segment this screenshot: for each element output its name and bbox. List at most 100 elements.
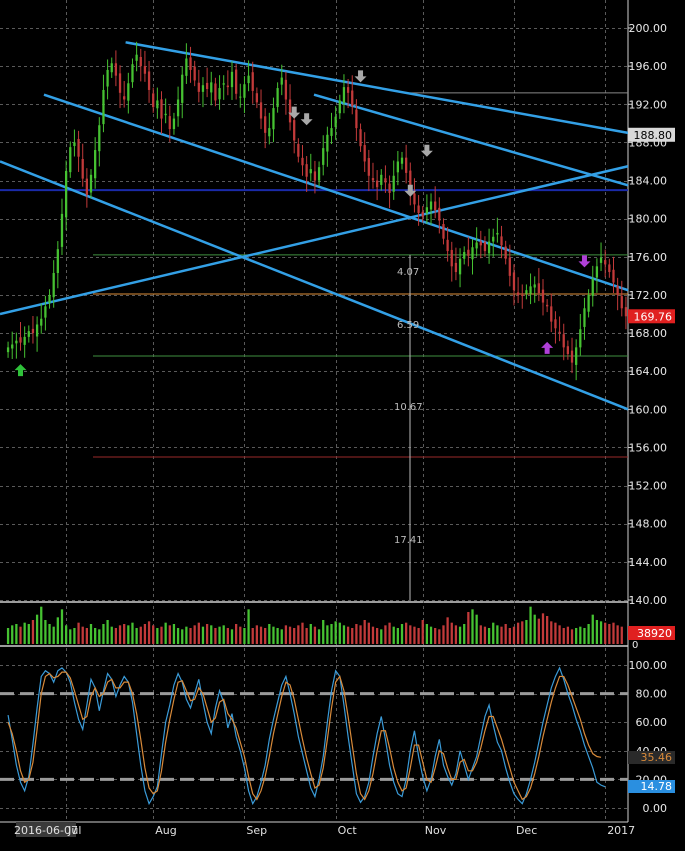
- volume-bar[interactable]: [446, 617, 449, 644]
- candle-body[interactable]: [317, 167, 321, 181]
- candle-body[interactable]: [31, 328, 35, 334]
- candle-body[interactable]: [421, 211, 424, 217]
- candle-body[interactable]: [181, 74, 184, 103]
- candle-body[interactable]: [85, 178, 89, 195]
- volume-bar[interactable]: [205, 624, 209, 644]
- volume-bar[interactable]: [587, 624, 590, 644]
- volume-bar[interactable]: [409, 625, 412, 644]
- candle-body[interactable]: [521, 294, 524, 296]
- volume-bar[interactable]: [322, 620, 325, 644]
- volume-bar[interactable]: [168, 625, 171, 644]
- volume-bar[interactable]: [27, 624, 30, 644]
- candle-body[interactable]: [189, 57, 192, 70]
- candle-body[interactable]: [388, 183, 391, 193]
- volume-bar[interactable]: [608, 624, 611, 644]
- volume-bar[interactable]: [579, 626, 582, 644]
- volume-bar[interactable]: [31, 620, 35, 644]
- candle-body[interactable]: [15, 340, 18, 344]
- candle-body[interactable]: [322, 148, 325, 165]
- candle-body[interactable]: [487, 241, 491, 254]
- sell-signal-marker[interactable]: [578, 255, 591, 268]
- sell-signal-marker[interactable]: [288, 106, 301, 119]
- volume-bar[interactable]: [438, 629, 441, 644]
- candle-body[interactable]: [529, 286, 532, 294]
- volume-bar[interactable]: [52, 626, 55, 644]
- volume-bar[interactable]: [259, 626, 263, 644]
- candle-body[interactable]: [284, 79, 288, 100]
- volume-bar[interactable]: [313, 626, 317, 644]
- candle-body[interactable]: [255, 93, 259, 103]
- candle-body[interactable]: [139, 56, 142, 67]
- candle-body[interactable]: [64, 171, 68, 218]
- volume-bar[interactable]: [268, 624, 271, 644]
- volume-bar[interactable]: [508, 628, 511, 644]
- volume-bar[interactable]: [276, 628, 279, 644]
- candle-body[interactable]: [89, 174, 93, 193]
- volume-bar[interactable]: [575, 628, 578, 644]
- candle-body[interactable]: [143, 66, 147, 74]
- candle-body[interactable]: [102, 89, 105, 125]
- candle-body[interactable]: [566, 346, 570, 355]
- volume-bar[interactable]: [425, 624, 429, 644]
- candle-body[interactable]: [558, 331, 561, 334]
- volume-bar[interactable]: [591, 614, 594, 644]
- volume-bar[interactable]: [23, 622, 26, 644]
- candle-body[interactable]: [6, 347, 10, 353]
- volume-bar[interactable]: [562, 628, 565, 644]
- volume-bar[interactable]: [60, 609, 64, 644]
- volume-bar[interactable]: [73, 628, 76, 644]
- candle-body[interactable]: [380, 174, 383, 185]
- volume-bar[interactable]: [135, 628, 138, 644]
- volume-bar[interactable]: [35, 614, 39, 644]
- candle-body[interactable]: [479, 241, 482, 246]
- volume-bar[interactable]: [293, 628, 296, 644]
- volume-bar[interactable]: [40, 606, 43, 644]
- candle-body[interactable]: [35, 324, 39, 337]
- trend-line[interactable]: [0, 165, 629, 316]
- candle-body[interactable]: [52, 273, 55, 298]
- volume-bar[interactable]: [317, 629, 321, 644]
- candle-body[interactable]: [176, 99, 180, 117]
- volume-bar[interactable]: [334, 621, 337, 644]
- volume-bar[interactable]: [127, 625, 130, 644]
- volume-bar[interactable]: [69, 629, 72, 644]
- volume-bar[interactable]: [434, 628, 437, 644]
- volume-bar[interactable]: [234, 624, 238, 644]
- volume-bar[interactable]: [417, 628, 420, 644]
- volume-bar[interactable]: [570, 629, 574, 644]
- candle-body[interactable]: [197, 82, 200, 92]
- volume-bar[interactable]: [15, 624, 18, 644]
- volume-bar[interactable]: [185, 626, 188, 644]
- volume-bar[interactable]: [114, 628, 118, 644]
- volume-bar[interactable]: [143, 624, 147, 644]
- volume-bar[interactable]: [44, 620, 47, 644]
- volume-bar[interactable]: [454, 625, 458, 644]
- volume-bar[interactable]: [247, 609, 250, 644]
- stoch-series-line[interactable]: [7, 671, 602, 801]
- volume-bar[interactable]: [123, 624, 126, 644]
- volume-bar[interactable]: [471, 609, 474, 644]
- volume-bar[interactable]: [413, 626, 416, 644]
- candle-body[interactable]: [297, 143, 300, 157]
- volume-bar[interactable]: [301, 622, 304, 644]
- candle-body[interactable]: [413, 193, 416, 205]
- volume-bar[interactable]: [392, 626, 395, 644]
- candle-body[interactable]: [392, 175, 395, 192]
- candle-body[interactable]: [620, 296, 623, 309]
- volume-bar[interactable]: [396, 628, 400, 644]
- candle-body[interactable]: [210, 82, 213, 93]
- candle-body[interactable]: [293, 120, 296, 141]
- volume-bar[interactable]: [537, 618, 540, 644]
- candle-body[interactable]: [545, 304, 549, 307]
- volume-bar[interactable]: [214, 628, 217, 644]
- candle-body[interactable]: [218, 88, 221, 100]
- candle-body[interactable]: [81, 158, 84, 179]
- candle-body[interactable]: [44, 306, 47, 318]
- candle-body[interactable]: [454, 262, 458, 273]
- candle-body[interactable]: [446, 239, 449, 252]
- candle-body[interactable]: [512, 272, 516, 291]
- volume-bar[interactable]: [558, 625, 561, 644]
- volume-bar[interactable]: [288, 626, 292, 644]
- candle-body[interactable]: [384, 178, 387, 183]
- volume-bar[interactable]: [545, 616, 549, 644]
